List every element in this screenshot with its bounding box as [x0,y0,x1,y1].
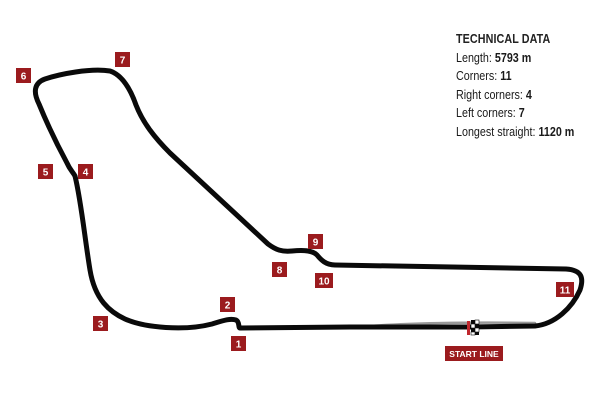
corner-5-label: 5 [43,168,49,179]
right-corners-row: Right corners: 4 [456,86,574,105]
corner-4-label: 4 [83,168,89,179]
corners-row: Corners: 11 [456,67,574,86]
corner-marker-5: 5 [38,164,53,179]
start-line-label: START LINE [445,346,503,361]
technical-data-title: TECHNICAL DATA [456,32,551,46]
corner-marker-7: 7 [115,52,130,67]
left-corners-value: 7 [518,106,525,121]
corner-marker-6: 6 [16,68,31,83]
corner-11-label: 11 [560,286,571,297]
corner-marker-1: 1 [231,336,246,351]
corner-6-label: 6 [21,72,27,83]
corner-10-label: 10 [318,277,330,288]
length-value: 5793 m [494,50,532,65]
corner-marker-8: 8 [272,262,287,277]
corner-marker-2: 2 [220,297,235,312]
length-row: Length: 5793 m [456,49,574,68]
left-corners-row: Left corners: 7 [456,104,574,123]
corner-1-label: 1 [236,340,242,351]
right-corners-label: Right corners: [456,87,526,102]
corner-marker-9: 9 [308,234,323,249]
technical-data-panel: TECHNICAL DATA Length: 5793 m Corners: 1… [456,30,574,142]
corner-marker-10: 10 [315,273,333,288]
corner-7-label: 7 [120,56,126,67]
left-corners-label: Left corners: [456,106,519,121]
corner-marker-11: 11 [556,282,574,297]
corner-3-label: 3 [98,320,104,331]
corner-8-label: 8 [277,266,283,277]
corner-2-label: 2 [225,301,231,312]
corners-label: Corners: [456,69,501,84]
corner-marker-3: 3 [93,316,108,331]
right-corners-value: 4 [525,87,532,102]
corners-value: 11 [500,69,512,84]
longest-straight-value: 1120 m [538,124,575,139]
corner-9-label: 9 [313,238,319,249]
longest-straight-label: Longest straight: [456,124,539,139]
track-outline [32,67,585,331]
corner-marker-4: 4 [78,164,93,179]
length-label: Length: [456,50,495,65]
longest-straight-row: Longest straight: 1120 m [456,123,574,142]
start-line-text: START LINE [449,349,499,359]
start-flag-icon [467,319,480,336]
